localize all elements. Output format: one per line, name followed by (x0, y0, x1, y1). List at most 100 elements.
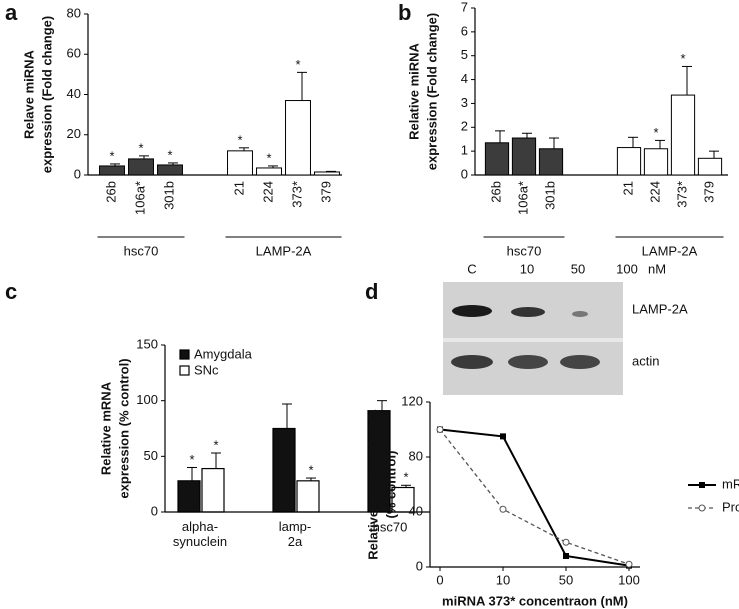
band (511, 307, 545, 317)
x-tick-label: 301b (542, 181, 557, 210)
bar (272, 427, 296, 513)
y-tick-label: 80 (67, 5, 81, 20)
x-tick-label: 0 (436, 572, 443, 587)
lane-label: C (467, 261, 476, 276)
marker (625, 560, 633, 568)
bar (128, 158, 154, 176)
bar (157, 164, 183, 176)
y-tick-label: 4 (461, 71, 468, 86)
panel-label: d (365, 279, 378, 304)
y-tick-label: 3 (461, 95, 468, 110)
marker (563, 553, 569, 559)
bar (99, 165, 125, 176)
bar (670, 94, 696, 176)
y-axis-label: expression (% control) (116, 358, 131, 498)
significance-mark: * (308, 462, 313, 477)
panel-label: b (398, 0, 411, 25)
bar (484, 142, 510, 176)
bar (177, 480, 201, 513)
x-tick-label: 301b (161, 181, 176, 210)
group-label: LAMP-2A (642, 243, 698, 258)
y-tick-label: 2 (461, 119, 468, 134)
significance-mark: * (680, 51, 685, 66)
x-axis-label: miRNA 373* concentraon (nM) (442, 593, 628, 608)
x-tick-label: hsc70 (373, 519, 408, 534)
bar (511, 137, 537, 176)
bar (643, 148, 669, 176)
blot-divider (443, 338, 623, 342)
significance-mark: * (167, 147, 172, 162)
marker (699, 482, 705, 488)
significance-mark: * (189, 452, 194, 467)
y-tick-label: 50 (144, 448, 158, 463)
x-tick-label: lamp-2a (279, 519, 312, 549)
y-tick-label: 7 (461, 0, 468, 14)
western-blot: C 10 50 100 nM LAMP-2A actin (443, 261, 688, 395)
marker (436, 426, 444, 433)
bar (616, 147, 642, 176)
bar (227, 150, 253, 176)
x-tick-label: 100 (618, 572, 640, 587)
legend-label: Amygdala (194, 346, 253, 361)
band (452, 305, 492, 317)
y-tick-label: 6 (461, 23, 468, 38)
lane-label: 100 (616, 261, 638, 276)
y-tick-label: 5 (461, 47, 468, 62)
marker (500, 433, 506, 440)
marker (562, 538, 570, 546)
x-tick-label: 106a* (515, 181, 530, 215)
significance-mark: * (295, 57, 300, 72)
legend-label: Protein (722, 499, 739, 514)
series-line (439, 428, 630, 567)
panel-label: a (5, 0, 18, 25)
y-tick-label: 40 (409, 503, 423, 518)
x-tick-label: 373* (289, 181, 304, 208)
bar (697, 157, 723, 176)
y-tick-label: 80 (409, 448, 423, 463)
lane-label: 10 (520, 261, 534, 276)
y-axis-label: Relave miRNA (21, 49, 36, 138)
y-axis-label: expression (Fold change) (39, 16, 54, 173)
marker (499, 505, 507, 513)
band (560, 355, 600, 369)
y-axis-label: (% control) (383, 451, 398, 519)
bar (201, 467, 225, 513)
x-tick-label: 21 (231, 181, 246, 195)
series-line (439, 429, 630, 565)
band (451, 355, 493, 369)
y-tick-label: 0 (151, 503, 158, 518)
y-tick-label: 150 (136, 336, 158, 351)
significance-mark: * (213, 437, 218, 452)
x-tick-label: 379 (701, 181, 716, 203)
legend-swatch (179, 349, 190, 360)
x-tick-label: 224 (647, 181, 662, 203)
marker (698, 504, 706, 512)
legend-label: mRNA (722, 476, 739, 491)
y-tick-label: 0 (461, 166, 468, 181)
x-tick-label: 50 (559, 572, 573, 587)
panel-label: c (5, 279, 17, 304)
x-tick-label: 26b (103, 181, 118, 203)
y-tick-label: 40 (67, 86, 81, 101)
y-axis-label: Relative miRNA (406, 42, 421, 139)
y-tick-label: 1 (461, 143, 468, 158)
group-label: hsc70 (507, 243, 542, 258)
lane-label: 50 (571, 261, 585, 276)
blot-row-label: LAMP-2A (632, 301, 688, 316)
y-tick-label: 100 (136, 392, 158, 407)
blot-row-label: actin (632, 353, 659, 368)
x-tick-label: 106a* (132, 181, 147, 215)
significance-mark: * (237, 132, 242, 147)
group-label: hsc70 (124, 243, 159, 258)
x-tick-label: 10 (496, 572, 510, 587)
y-axis-label: Relative LAMP-2A levels (365, 409, 380, 560)
y-axis-label: expression (Fold change) (424, 13, 439, 170)
x-tick-label: 26b (488, 181, 503, 203)
y-tick-label: 0 (74, 166, 81, 181)
bar (296, 480, 320, 513)
y-axis-label: Relative mRNA (98, 381, 113, 475)
bar (314, 171, 340, 176)
x-tick-label: 373* (674, 181, 689, 208)
significance-mark: * (403, 470, 408, 485)
